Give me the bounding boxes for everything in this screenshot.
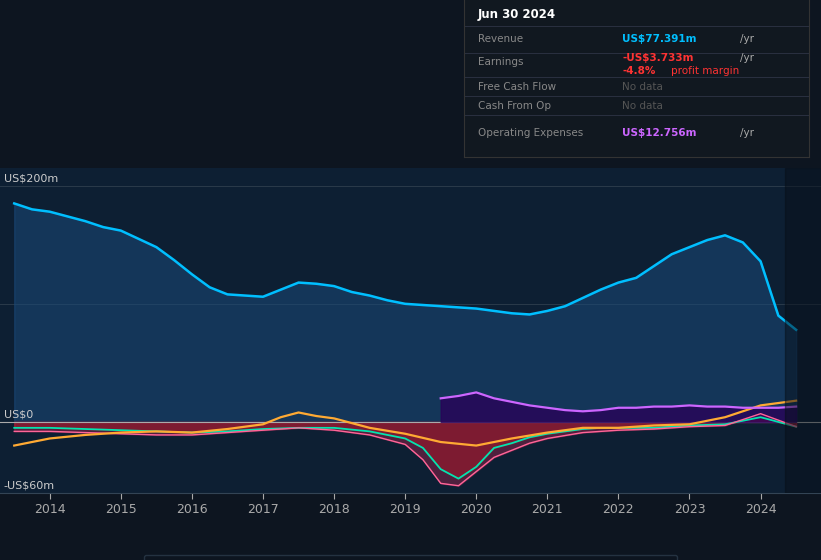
Text: /yr: /yr [740,128,754,138]
Text: Jun 30 2024: Jun 30 2024 [478,8,556,21]
Text: Earnings: Earnings [478,57,523,67]
Legend: Revenue, Earnings, Free Cash Flow, Cash From Op, Operating Expenses: Revenue, Earnings, Free Cash Flow, Cash … [144,555,677,560]
Text: /yr: /yr [740,53,754,63]
Text: US$12.756m: US$12.756m [622,128,697,138]
Text: /yr: /yr [740,35,754,44]
Text: Operating Expenses: Operating Expenses [478,128,583,138]
Text: No data: No data [622,82,663,92]
Text: Cash From Op: Cash From Op [478,101,551,111]
Text: US$0: US$0 [3,409,33,419]
Bar [786,168,821,493]
Text: profit margin: profit margin [671,66,739,76]
Text: -US$60m: -US$60m [3,480,55,491]
Text: -US$3.733m: -US$3.733m [622,53,694,63]
Text: No data: No data [622,101,663,111]
Text: US$77.391m: US$77.391m [622,35,697,44]
Text: US$200m: US$200m [3,174,57,183]
Text: Revenue: Revenue [478,35,523,44]
Text: -4.8%: -4.8% [622,66,656,76]
Text: Free Cash Flow: Free Cash Flow [478,82,556,92]
